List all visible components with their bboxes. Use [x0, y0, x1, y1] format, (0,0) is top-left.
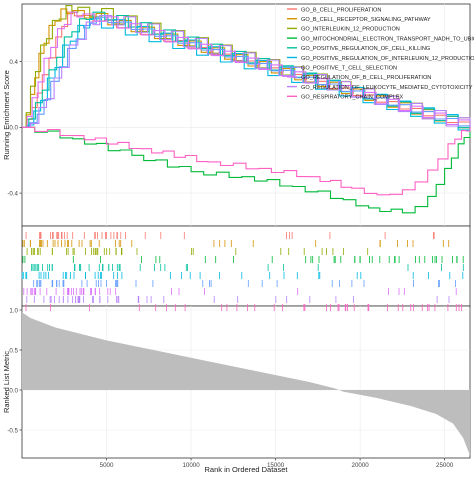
- enrichment-y-axis-label: Running Enrichment Score: [2, 70, 11, 160]
- x-ticks: 5000 10000 15000 20000 25000: [100, 458, 454, 469]
- enrichment-line-4: [22, 126, 471, 214]
- enrichment-y-ticks: 0.4 0.0 -0.4: [7, 59, 22, 197]
- y-tick-label: 0.0: [9, 387, 18, 394]
- enrichment-lines: [22, 5, 471, 214]
- enrichment-line-8: [22, 11, 471, 128]
- legend-label: GO_POSITIVE_T_CELL_SELECTION: [301, 66, 397, 72]
- enrichment-line-10: [22, 126, 471, 196]
- x-tick-label: 15000: [267, 462, 285, 469]
- enrichment-line-9: [22, 14, 471, 128]
- enrichment-panel: [21, 3, 471, 227]
- legend-label: GO_MITOCHONDRIAL_ELECTRON_TRANSPORT_NADH…: [301, 36, 474, 42]
- legend-label: GO_B_CELL_PROLIFERATION: [301, 7, 381, 13]
- legend-label: GO_POSITIVE_REGULATION_OF_CELL_KILLING: [301, 46, 430, 52]
- x-tick-label: 25000: [436, 462, 454, 469]
- y-tick-label: 1.0: [9, 307, 18, 314]
- ranked-metric-area: [22, 312, 470, 456]
- legend-label: GO_REGULATION_OF_LEUKOCYTE_MEDIATED_CYTO…: [301, 85, 473, 91]
- legend-label: GO_B_CELL_RECEPTOR_SIGNALING_PATHWAY: [301, 17, 431, 23]
- y-tick-label: 0.0: [9, 125, 18, 132]
- y-tick-label: -0.4: [7, 190, 18, 197]
- legend-label: GO_INTERLEUKIN_12_PRODUCTION: [301, 27, 400, 33]
- x-tick-label: 20000: [352, 462, 370, 469]
- ranked-metric-fill: [22, 312, 470, 456]
- enrichment-line-7: [22, 16, 471, 128]
- legend: GO_B_CELL_PROLIFERATION GO_B_CELL_RECEPTO…: [287, 7, 474, 101]
- y-tick-label: -0.5: [7, 427, 18, 434]
- hits-panel: [21, 225, 471, 307]
- legend-label: GO_REGULATION_OF_B_CELL_PROLIFERATION: [301, 75, 431, 81]
- x-tick-label: 10000: [182, 462, 200, 469]
- hit-ticks: [21, 232, 464, 311]
- legend-label: GO_POSITIVE_REGULATION_OF_INTERLEUKIN_12…: [301, 56, 474, 62]
- ranked-y-axis-label: Ranked List Metric: [2, 351, 11, 413]
- x-tick-label: 5000: [100, 462, 114, 469]
- x-axis-label: Rank in Ordered Dataset: [205, 465, 289, 474]
- enrichment-line-6: [22, 18, 471, 131]
- legend-label: GO_RESPIRATORY_CHAIN_COMPLEX: [301, 95, 404, 101]
- y-tick-label: 0.4: [9, 59, 18, 66]
- y-tick-label: 0.5: [9, 347, 18, 354]
- ranked-y-ticks: 1.0 0.5 0.0 -0.5: [7, 307, 22, 434]
